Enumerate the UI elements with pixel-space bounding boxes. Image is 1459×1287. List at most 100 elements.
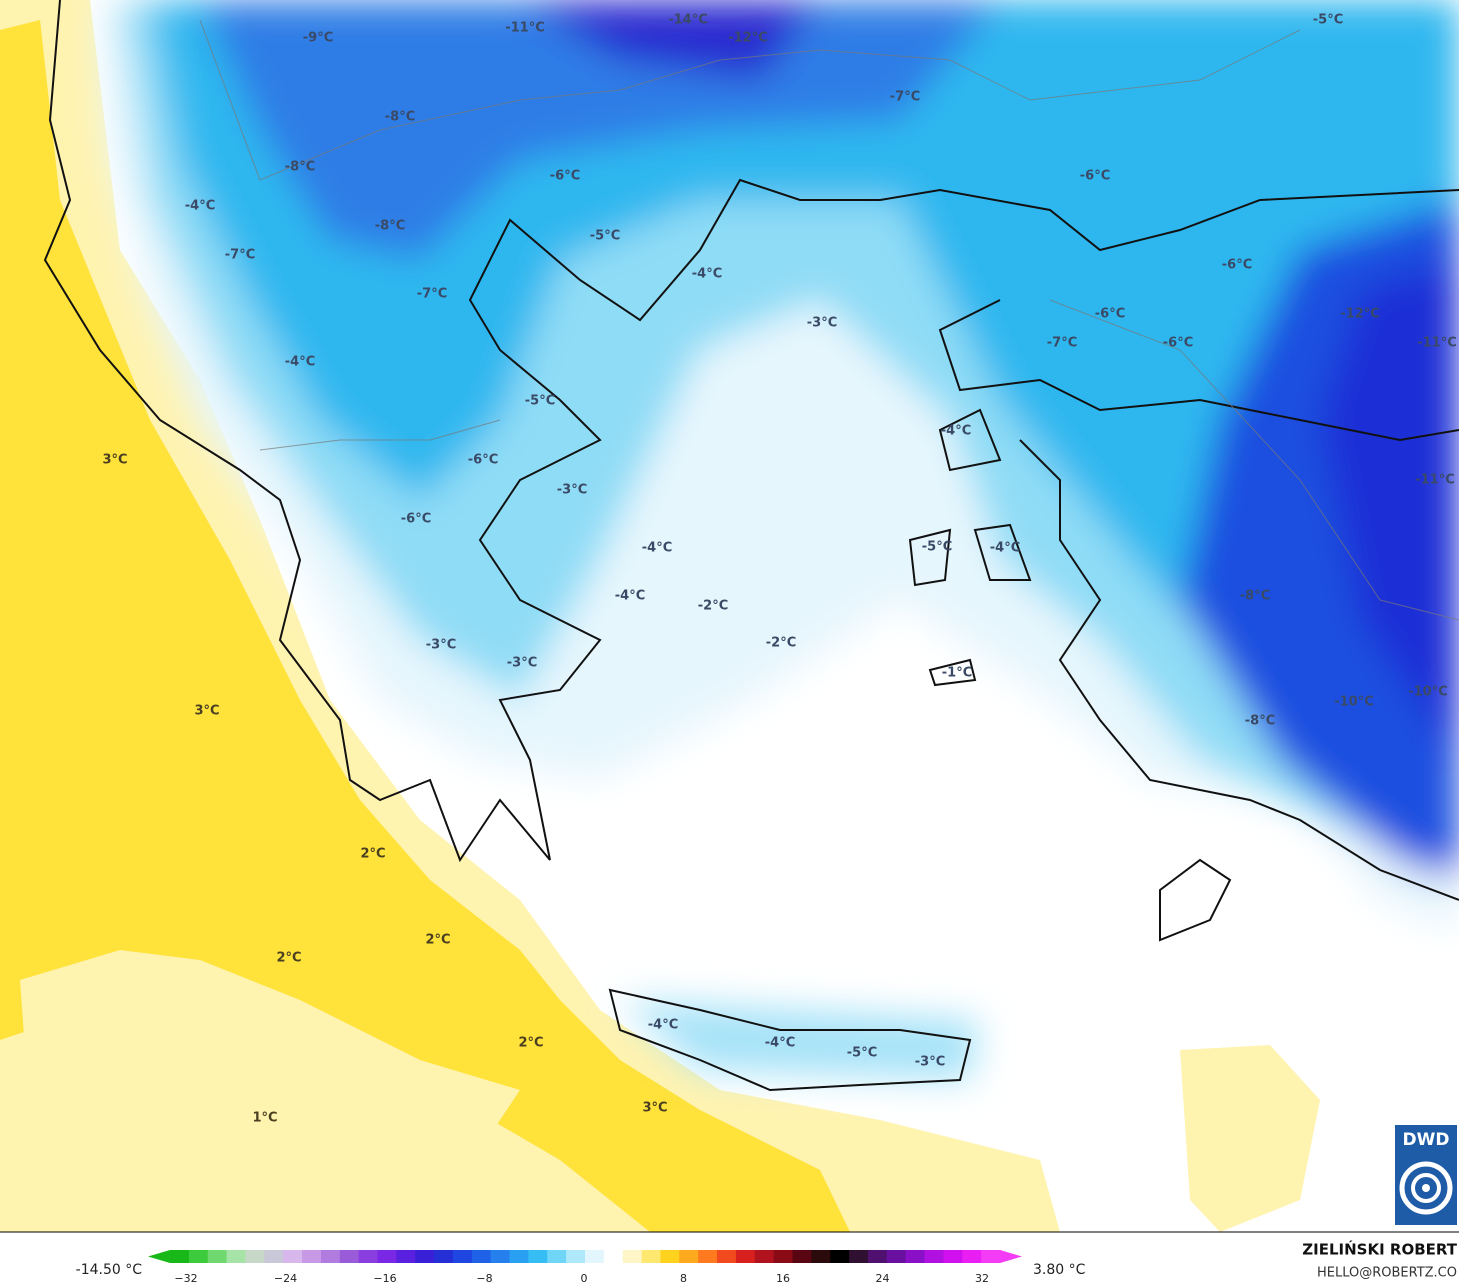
coastline	[43, 0, 1459, 863]
coastline	[938, 408, 1002, 472]
colorbar-segment	[660, 1250, 680, 1263]
border	[1049, 299, 1459, 621]
colorbar-segment	[302, 1250, 322, 1263]
colorbar-max-label: 3.80 °C	[1033, 1262, 1086, 1278]
temperature-label: -2°C	[698, 599, 728, 614]
email: HELLO@ROBERTZ.CO	[1317, 1266, 1457, 1281]
colorbar-tick-label: 16	[776, 1272, 790, 1285]
colorbar-segment	[226, 1250, 246, 1263]
temperature-label: -4°C	[765, 1036, 795, 1051]
colorbar-segment	[811, 1250, 831, 1263]
colorbar-segment	[320, 1250, 341, 1263]
temperature-label: 2°C	[360, 847, 385, 862]
colorbar-segment	[773, 1250, 793, 1263]
temperature-label: -14°C	[668, 13, 708, 28]
colorbar-tick-label: −8	[476, 1272, 492, 1285]
temperature-label: -4°C	[941, 424, 971, 439]
colorbar: -14.50 °C 3.80 °C −32 −24 −16 −8 0 8 16 24 32	[76, 1250, 1086, 1285]
coastline	[1159, 858, 1232, 942]
temperature-label: -1°C	[942, 666, 972, 681]
borders	[199, 19, 1459, 621]
temperature-label: -12°C	[728, 31, 768, 46]
temperature-label: -3°C	[507, 656, 537, 671]
colorbar-segment	[641, 1250, 661, 1263]
colorbar-segment	[566, 1250, 586, 1263]
temperature-label: -6°C	[1163, 336, 1193, 351]
temperature-label: -7°C	[417, 287, 447, 302]
temperature-label: -6°C	[1222, 258, 1252, 273]
temperature-label: -4°C	[185, 199, 215, 214]
colorbar-segment	[207, 1250, 228, 1263]
cold-zone-core	[1320, 260, 1459, 760]
coastline	[1019, 439, 1459, 901]
temperature-label: -11°C	[1415, 473, 1455, 488]
colorbar-segment	[245, 1250, 265, 1263]
temperature-label: -8°C	[385, 110, 415, 125]
coastline	[973, 523, 1032, 581]
colorbar-segment	[415, 1250, 435, 1263]
colorbar-tick-label: 0	[581, 1272, 588, 1285]
colorbar-segment	[490, 1250, 511, 1263]
colorbar-segment	[434, 1250, 454, 1263]
logo-spiral	[1399, 1161, 1453, 1215]
temperature-labels: -9°C -11°C -14°C -12°C -5°C -7°C -8°C -8°C -6°C -…	[102, 13, 1456, 1126]
temperature-label: -9°C	[303, 31, 333, 46]
border	[199, 19, 1301, 181]
colorbar-segment	[264, 1250, 284, 1263]
colorbar-segment	[547, 1250, 567, 1263]
warm-zone-light	[20, 950, 520, 1180]
coastline	[908, 528, 952, 587]
logo-spiral	[1411, 1173, 1441, 1203]
cold-zones	[100, 0, 1459, 1080]
temperature-label: -5°C	[922, 540, 952, 555]
temperature-label: -5°C	[847, 1046, 877, 1061]
colorbar-tick-label: 32	[975, 1272, 989, 1285]
colorbar-segment	[585, 1250, 605, 1263]
colorbar-segment	[698, 1250, 718, 1263]
temperature-label: -7°C	[890, 90, 920, 105]
temperature-label: 2°C	[276, 951, 301, 966]
temperature-label: -4°C	[285, 355, 315, 370]
coastline	[608, 988, 972, 1092]
temperature-label: 3°C	[102, 453, 127, 468]
coastline	[938, 299, 1459, 442]
colorbar-tick-label: −16	[373, 1272, 396, 1285]
colorbar-tick-label: −24	[274, 1272, 297, 1285]
colorbar-segment	[792, 1250, 812, 1263]
colorbar-segment	[603, 1250, 624, 1263]
colorbar-segment	[358, 1250, 378, 1263]
colorbar-segment	[735, 1250, 756, 1263]
temperature-label: -8°C	[1240, 589, 1270, 604]
colorbar-tick-label: −32	[174, 1272, 197, 1285]
temperature-label: -12°C	[1340, 307, 1380, 322]
temperature-label: -7°C	[225, 248, 255, 263]
colorbar-segment	[339, 1250, 360, 1263]
colorbar-segment	[377, 1250, 397, 1263]
temperature-label: -3°C	[557, 483, 587, 498]
colorbar-segment	[754, 1250, 775, 1263]
map-area: -9°C -11°C -14°C -12°C -5°C -7°C -8°C -8°C -6°C -…	[0, 0, 1459, 1232]
temperature-label: -4°C	[692, 267, 722, 282]
colorbar-segment	[622, 1250, 643, 1263]
warm-zone-light	[1180, 1045, 1320, 1232]
temperature-label: -10°C	[1334, 695, 1374, 710]
temperature-label: -2°C	[766, 636, 796, 651]
author: ZIELIŃSKI ROBERT	[1302, 1240, 1457, 1259]
colorbar-segment	[471, 1250, 492, 1263]
temperature-label: 2°C	[518, 1036, 543, 1051]
colorbar-segment	[849, 1250, 869, 1263]
temperature-label: -6°C	[1080, 169, 1110, 184]
colorbar-segment	[717, 1250, 737, 1263]
temperature-label: -6°C	[401, 512, 431, 527]
colorbar-segment	[962, 1250, 982, 1263]
cold-zone-strong	[200, 0, 1000, 260]
temperature-label: -5°C	[1313, 13, 1343, 28]
temperature-label: -8°C	[1245, 714, 1275, 729]
warm-zone	[0, 20, 850, 1232]
temperature-label: 1°C	[252, 1111, 277, 1126]
temperature-label: -7°C	[1047, 336, 1077, 351]
colorbar-segment	[283, 1250, 303, 1263]
colorbar-segment	[509, 1250, 529, 1263]
colorbar-tick-label: 8	[680, 1272, 687, 1285]
